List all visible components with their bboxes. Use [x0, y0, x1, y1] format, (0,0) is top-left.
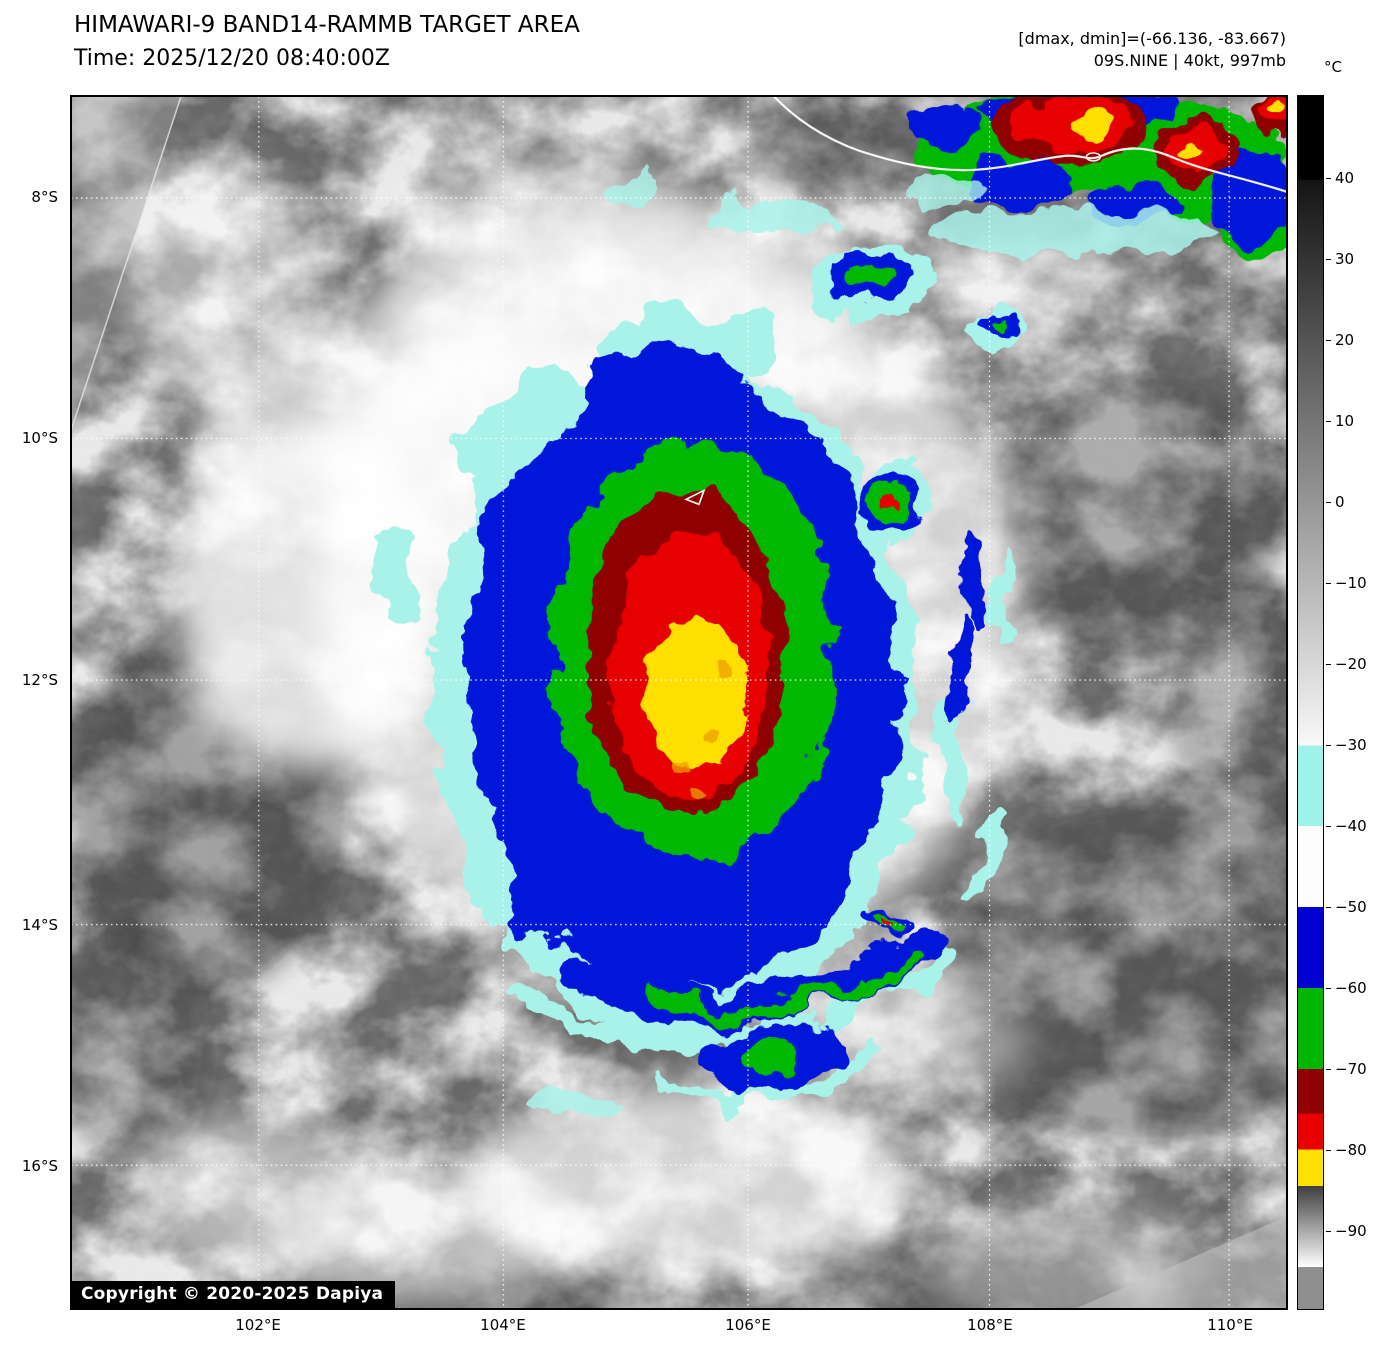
colorbar-tick-mark — [1326, 421, 1331, 423]
copyright-label: Copyright © 2020-2025 Dapiya — [71, 1281, 396, 1309]
colorbar-tick-mark — [1326, 1069, 1331, 1071]
colorbar-tick-label: 10 — [1335, 412, 1355, 431]
colorbar-tick-label: −50 — [1335, 898, 1367, 917]
map-frame — [71, 96, 1287, 1309]
time-label: Time: 2025/12/20 08:40:00Z — [74, 46, 390, 71]
colorbar-unit-label: °C — [1324, 58, 1342, 76]
cyclone-yellow-core — [644, 617, 748, 769]
longitude-axis: 102°E 104°E 106°E 108°E 110°E — [70, 1316, 1288, 1340]
colorbar-tick-mark — [1326, 1150, 1331, 1152]
colorbar-tick-mark — [1326, 988, 1331, 990]
lon-tick-label: 102°E — [235, 1316, 281, 1334]
lon-tick-label: 106°E — [725, 1316, 771, 1334]
lat-tick-label: 10°S — [21, 428, 58, 447]
cyclone-core-warm-specks — [672, 664, 732, 801]
swath-edge-topleft — [71, 96, 182, 433]
lat-tick-label: 8°S — [31, 188, 58, 207]
grid-overlay — [71, 96, 1287, 1309]
colorbar-tick-label: −70 — [1335, 1060, 1367, 1079]
colorbar-tick-mark — [1326, 583, 1331, 585]
header-right: [dmax, dmin]=(-66.136, -83.667) 09S.NINE… — [1018, 28, 1286, 72]
colorbar-tick-mark — [1326, 259, 1331, 261]
colorbar-tick-label: −20 — [1335, 655, 1367, 674]
colorbar-tick-label: −40 — [1335, 817, 1367, 836]
colorbar-tick-mark — [1326, 907, 1331, 909]
colorbar-tick-label: 20 — [1335, 331, 1355, 350]
colorbar-tick-mark — [1326, 178, 1331, 180]
colorbar — [1297, 95, 1324, 1310]
colorbar-tick-mark — [1326, 826, 1331, 828]
lat-tick-label: 12°S — [21, 671, 58, 690]
colorbar-tick-label: 30 — [1335, 250, 1355, 269]
colorbar-tick-label: −60 — [1335, 979, 1367, 998]
colorbar-tick-mark — [1326, 502, 1331, 504]
colorbar-tick-mark — [1326, 1231, 1331, 1233]
colorbar-tick-label: 40 — [1335, 169, 1355, 188]
colorbar-tick-label: −30 — [1335, 736, 1367, 755]
page-title: HIMAWARI-9 BAND14-RAMMB TARGET AREA — [74, 12, 580, 38]
colorbar-tick-label: 0 — [1335, 493, 1345, 512]
lat-tick-label: 14°S — [21, 915, 58, 934]
latitude-axis: 8°S 10°S 12°S 14°S 16°S — [0, 95, 64, 1310]
colorbar-tick-label: −80 — [1335, 1141, 1367, 1160]
lon-tick-label: 110°E — [1207, 1316, 1253, 1334]
lon-tick-label: 108°E — [967, 1316, 1013, 1334]
coastline — [772, 96, 1287, 193]
storm-center-marker — [684, 488, 706, 506]
colorbar-tick-label: −90 — [1335, 1222, 1367, 1241]
colorbar-tick-mark — [1326, 664, 1331, 666]
lon-tick-label: 104°E — [480, 1316, 526, 1334]
storm-info-label: 09S.NINE | 40kt, 997mb — [1093, 51, 1286, 70]
satellite-image — [71, 96, 1287, 1309]
colorbar-labels: 40 30 20 10 0 −10 −20 −30 −40 −50 −60 −70 −80 −90 — [1326, 95, 1386, 1310]
colorbar-tick-label: −10 — [1335, 574, 1367, 593]
dmax-dmin-label: [dmax, dmin]=(-66.136, -83.667) — [1018, 29, 1286, 48]
colorbar-tick-mark — [1326, 340, 1331, 342]
satellite-map: Copyright © 2020-2025 Dapiya — [70, 95, 1288, 1310]
lat-tick-label: 16°S — [21, 1157, 58, 1176]
colorbar-tick-mark — [1326, 745, 1331, 747]
